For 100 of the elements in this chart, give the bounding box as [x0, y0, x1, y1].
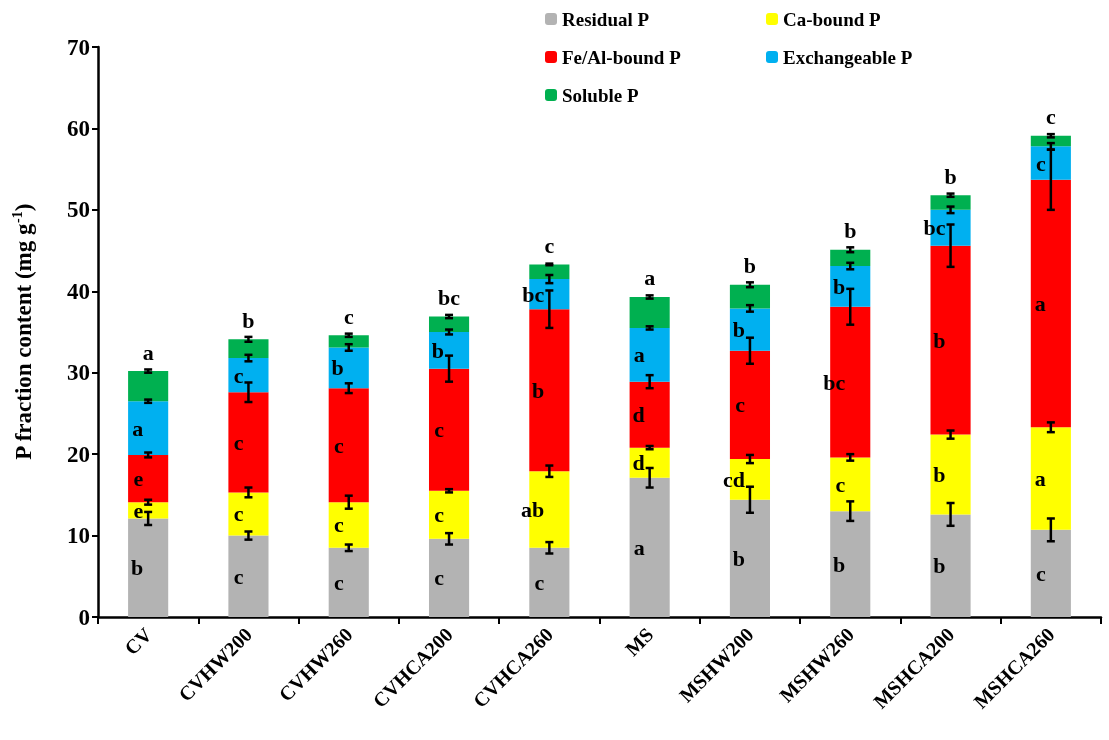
bar [930, 195, 971, 210]
data-label: a [1034, 291, 1046, 316]
data-label: a [633, 342, 645, 368]
data-label: c [343, 303, 354, 329]
data-label: a [633, 534, 645, 560]
bar [930, 245, 971, 435]
bar [930, 514, 971, 617]
bar [328, 388, 369, 503]
bar [428, 490, 470, 539]
x-tick-label: MS [620, 623, 658, 660]
data-label: c [233, 501, 244, 527]
legend-label: Fe/Al-bound P [562, 46, 682, 68]
bar [729, 284, 771, 309]
data-label: c [1036, 150, 1047, 176]
bar [228, 358, 269, 393]
bar [930, 434, 971, 515]
bar [128, 401, 169, 455]
bar [328, 502, 369, 548]
bar [729, 350, 771, 460]
bar [228, 392, 269, 493]
data-label: c [333, 569, 344, 595]
data-label: b [833, 551, 846, 577]
x-tick-label: CV [119, 622, 157, 660]
bar [428, 368, 470, 491]
data-label: b [933, 327, 946, 353]
bar [529, 264, 570, 280]
data-label: a [644, 265, 656, 291]
data-label: a [132, 415, 144, 441]
data-label: d [632, 450, 645, 476]
y-tick-label: 20 [67, 441, 90, 467]
data-label: b [130, 555, 144, 581]
bar [629, 381, 670, 448]
data-label: b [431, 337, 445, 363]
bar [228, 339, 269, 359]
data-label: c [1036, 560, 1047, 586]
y-tick-label: 50 [67, 197, 90, 223]
bar [529, 547, 570, 617]
data-label: d [632, 402, 645, 428]
bar [128, 371, 169, 402]
data-label: b [743, 253, 757, 279]
data-label: b [532, 377, 545, 403]
legend-label: Soluble P [562, 84, 639, 106]
data-label: b [944, 163, 957, 189]
data-label: b [844, 218, 857, 244]
data-label: e [133, 497, 144, 523]
bar [328, 335, 369, 348]
data-label: c [434, 565, 445, 591]
data-label: c [544, 232, 555, 258]
y-tick-label: 0 [78, 604, 90, 630]
bar [1030, 427, 1071, 530]
data-label: b [732, 317, 745, 343]
bar [729, 499, 771, 617]
bar [529, 309, 570, 472]
bar [128, 454, 169, 503]
data-label: c [333, 512, 344, 538]
bar [428, 538, 470, 617]
bar [830, 511, 871, 617]
bar [729, 308, 771, 351]
data-label: a [1034, 466, 1046, 492]
data-label: c [434, 417, 445, 443]
data-label: c [735, 392, 746, 418]
bar [328, 347, 369, 389]
data-label: c [1045, 104, 1056, 130]
bar [1030, 529, 1071, 617]
legend-label: Ca-bound P [783, 8, 882, 30]
bar [830, 249, 871, 267]
data-label: b [242, 307, 255, 333]
data-label: c [233, 563, 244, 589]
y-tick-label: 30 [67, 360, 90, 386]
bar [830, 266, 871, 307]
data-label: c [534, 569, 545, 595]
bar [629, 477, 670, 617]
data-label: a [142, 339, 154, 365]
y-tick-label: 10 [67, 523, 90, 549]
bar [328, 547, 369, 617]
data-label: c [233, 429, 244, 455]
bar [128, 518, 169, 617]
y-tick-label: 60 [67, 115, 90, 141]
data-label: bc [438, 285, 461, 311]
data-label: e [133, 466, 144, 492]
data-label: c [835, 471, 846, 497]
data-label: b [331, 355, 344, 381]
legend-label: Residual P [562, 8, 650, 30]
y-tick-label: 70 [67, 34, 90, 60]
data-label: b [833, 273, 846, 299]
bar [1030, 146, 1071, 180]
data-label: c [434, 502, 445, 528]
bar [228, 535, 269, 617]
y-tick-label: 40 [67, 278, 90, 304]
bar [428, 316, 470, 332]
legend-label: Exchangeable P [783, 46, 913, 68]
data-label: c [333, 432, 344, 458]
bar [830, 457, 871, 512]
bar [629, 327, 670, 382]
bar [428, 332, 470, 369]
data-label: b [933, 462, 946, 487]
data-label: b [933, 553, 946, 579]
data-label: b [732, 545, 745, 571]
y-axis-title: P fraction content (mg g-1) [9, 203, 36, 460]
bar [228, 492, 269, 536]
